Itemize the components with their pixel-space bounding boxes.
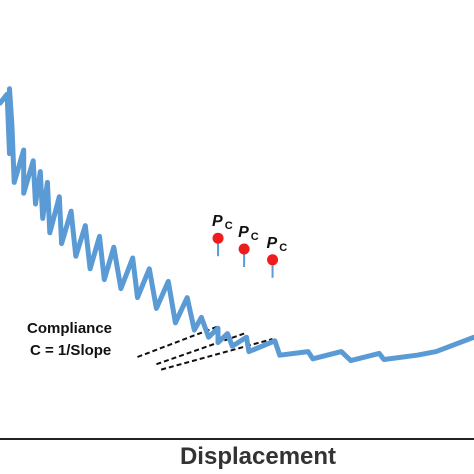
tangent-lines — [137, 325, 273, 371]
annotation-line-1: Compliance — [27, 320, 112, 337]
tangent-line-1 — [137, 325, 219, 358]
tangent-line-3 — [160, 338, 273, 371]
pc-marker-1 — [212, 232, 224, 244]
x-axis-label: Displacement — [180, 443, 336, 470]
pc-marker-3 — [267, 254, 279, 266]
series-line — [0, 86, 474, 364]
pc-marker-2 — [238, 243, 250, 255]
annotation-line-2: C = 1/Slope — [30, 342, 111, 359]
